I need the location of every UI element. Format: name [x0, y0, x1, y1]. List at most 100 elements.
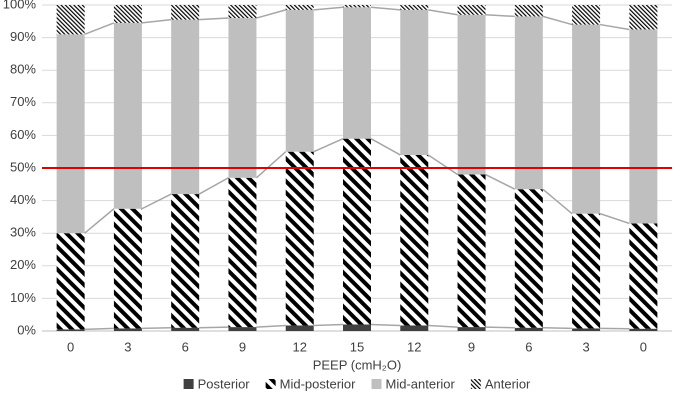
series-line	[485, 173, 516, 190]
series-line	[370, 138, 401, 156]
bar-segment	[171, 19, 200, 195]
bar-segment	[400, 9, 429, 155]
x-tick-label: 9	[239, 339, 246, 354]
bar-segment	[457, 14, 486, 175]
y-tick-label: 90%	[10, 29, 36, 44]
bar-segment	[629, 5, 658, 30]
bar-segment	[343, 138, 371, 325]
x-tick-label: 9	[468, 339, 475, 354]
bar-segment	[514, 5, 543, 17]
bar-segment	[629, 223, 658, 329]
legend-label: Mid-anterior	[386, 376, 456, 391]
legend-swatch	[470, 379, 481, 389]
bar-segment	[113, 22, 142, 209]
legend-item: Mid-anterior	[371, 376, 456, 391]
x-tick-label: 0	[67, 339, 74, 354]
series-line	[427, 154, 458, 176]
legend-label: Posterior	[198, 376, 251, 391]
bar-segment	[56, 5, 85, 35]
x-tick-label: 3	[124, 339, 131, 354]
bar-segment	[285, 9, 314, 152]
bar-segment	[56, 329, 85, 331]
x-tick-label: 6	[525, 339, 532, 354]
x-tick-label: 6	[182, 339, 189, 354]
bar-segment	[343, 7, 371, 139]
x-tick-label: 3	[582, 339, 589, 354]
series-line	[542, 188, 573, 215]
bar-segment	[514, 189, 543, 328]
y-tick-label: 30%	[10, 225, 36, 240]
series-line	[542, 15, 573, 26]
bar-segment	[629, 328, 658, 331]
legend-item: Posterior	[183, 376, 251, 391]
bar-segment	[285, 151, 314, 326]
bar-segment	[514, 327, 543, 331]
bar-segment	[56, 34, 85, 234]
x-tick-label: 12	[407, 339, 421, 354]
bar-segment	[572, 5, 601, 25]
series-line	[199, 17, 229, 21]
y-tick-label: 70%	[10, 94, 36, 109]
bar-segment	[113, 328, 142, 331]
y-tick-label: 40%	[10, 192, 36, 207]
bar-segment	[228, 327, 257, 331]
bar-segment	[285, 5, 314, 10]
bar-segment	[400, 154, 429, 326]
y-tick-label: 50%	[10, 159, 36, 174]
bar-segment	[171, 327, 200, 331]
bar-segment	[228, 177, 257, 328]
x-tick-label: 15	[350, 339, 364, 354]
bar-segment	[113, 5, 142, 23]
bar-segment	[629, 29, 658, 224]
bar-segment	[457, 174, 486, 328]
legend-swatch	[265, 379, 276, 389]
series-line	[542, 326, 573, 330]
bar-segment	[343, 5, 371, 8]
legend-swatch	[183, 379, 194, 389]
bar-segment	[56, 233, 85, 330]
series-line	[141, 326, 172, 330]
series-line	[428, 324, 458, 328]
bar-segment	[400, 325, 429, 331]
series-line	[599, 212, 630, 225]
bar-segment	[343, 324, 371, 331]
series-line	[84, 208, 115, 234]
bar-segment	[285, 325, 314, 331]
bar-segment	[572, 24, 601, 214]
bar-segment	[400, 5, 429, 10]
series-line	[370, 323, 401, 327]
y-tick-label: 20%	[10, 257, 36, 272]
series-line	[84, 22, 115, 36]
y-tick-label: 80%	[10, 62, 36, 77]
series-line	[141, 193, 172, 210]
series-line	[141, 18, 172, 24]
series-line	[599, 23, 630, 31]
y-tick-label: 0%	[17, 322, 36, 337]
series-line	[199, 326, 229, 329]
series-line	[198, 177, 229, 195]
bar-segment	[572, 328, 601, 331]
bar-segment	[514, 16, 543, 190]
series-line	[84, 327, 114, 331]
series-line	[485, 326, 515, 329]
legend-item: Anterior	[470, 376, 531, 391]
series-line	[485, 14, 515, 18]
bar-segment	[572, 213, 601, 329]
y-tick-label: 60%	[10, 127, 36, 142]
series-line	[370, 6, 401, 11]
legend: Posterior Mid-posterior Mid-anterior Anteri…	[183, 376, 531, 391]
x-tick-label: 12	[292, 339, 306, 354]
series-line	[255, 151, 287, 179]
bar-segment	[228, 18, 257, 178]
bar-segment	[171, 194, 200, 328]
bar-segment	[457, 327, 486, 331]
legend-swatch	[371, 379, 382, 389]
bar-segment	[171, 5, 200, 20]
x-tick-label: 0	[640, 339, 647, 354]
legend-label: Anterior	[485, 376, 531, 391]
legend-label: Mid-posterior	[280, 376, 357, 391]
y-tick-label: 10%	[10, 290, 36, 305]
y-tick-label: 100%	[3, 0, 37, 11]
bar-segment	[228, 5, 257, 19]
